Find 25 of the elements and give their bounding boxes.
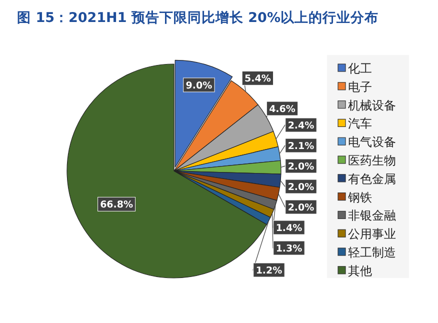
data-label: 2.0% [288,182,315,193]
data-label: 1.2% [256,266,283,276]
data-label: 2.1% [288,141,315,152]
legend-label: 电气设备 [348,135,396,150]
chart-title: 图 15：2021H1 预告下限同比增长 20%以上的行业分布 [17,10,378,26]
legend-label: 汽车 [348,116,372,131]
data-label: 5.4% [244,74,272,85]
data-label: 4.6% [269,104,296,115]
data-label: 2.4% [288,120,315,132]
legend-label: 轻工制造 [348,246,396,260]
legend-label: 机械设备 [348,98,396,112]
data-label: 1.4% [276,223,303,234]
data-label: 2.0% [288,162,315,172]
data-label: 1.3% [276,244,303,254]
data-label: 9.0% [186,80,213,92]
legend-label: 电子 [348,80,372,94]
legend-label: 化工 [348,62,372,76]
legend-label: 公用事业 [348,227,396,242]
legend-label: 其他 [348,264,372,278]
legend-label: 钢铁 [347,190,372,204]
data-label: 2.0% [288,202,315,214]
legend-label: 有色金属 [348,172,396,186]
legend-label: 非银金融 [348,208,396,223]
data-label: 66.8% [100,200,134,211]
legend-label: 医药生物 [348,154,396,168]
